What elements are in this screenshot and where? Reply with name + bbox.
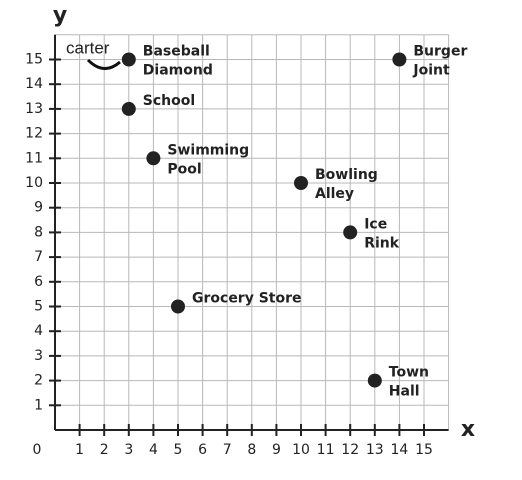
point-label: Diamond [143, 63, 213, 79]
point [171, 299, 185, 314]
y-tick-label: 1 [34, 397, 43, 413]
x-axis-label: x [461, 417, 475, 442]
point [121, 52, 136, 67]
y-tick-label: 13 [25, 101, 43, 117]
y-tick-label: 15 [25, 52, 43, 68]
y-tick-label: 5 [34, 299, 43, 315]
point [392, 52, 407, 67]
x-tick-label: 2 [100, 442, 109, 458]
point-label: Alley [315, 186, 354, 202]
y-tick-label: 14 [25, 76, 43, 92]
point-label: Rink [364, 235, 400, 251]
x-tick-label: 5 [174, 442, 183, 458]
point [121, 101, 136, 116]
point [146, 151, 161, 166]
y-tick-label: 4 [34, 323, 43, 339]
x-tick-label: 15 [415, 442, 433, 458]
y-tick-label: 8 [34, 224, 43, 240]
x-tick-label: 14 [390, 442, 408, 458]
x-tick-label: 1 [75, 442, 84, 458]
annotation-stroke [86, 58, 121, 70]
y-tick-label: 3 [34, 348, 43, 364]
x-tick-label: 11 [317, 442, 335, 458]
x-tick-label: 13 [366, 442, 384, 458]
x-tick-label: 10 [292, 442, 310, 458]
point-label: Swimming [167, 142, 249, 158]
x-tick-label: 9 [272, 442, 281, 458]
point [294, 176, 308, 190]
y-tick-label: 9 [34, 200, 43, 216]
point [343, 225, 358, 240]
x-tick-label: 7 [223, 442, 232, 458]
x-tick-label: 3 [124, 442, 133, 458]
point-label: Town [389, 365, 429, 381]
point [367, 373, 382, 388]
point-label: Baseball [143, 44, 210, 60]
x-tick-label: 6 [198, 442, 207, 458]
x-tick-label: 4 [149, 442, 158, 458]
y-tick-label: 12 [25, 126, 43, 142]
point-label: School [143, 93, 195, 109]
y-axis-label: y [53, 3, 67, 28]
point-label: Burger [413, 44, 467, 60]
y-tick-label: 10 [25, 175, 43, 191]
y-tick-label: 7 [34, 249, 43, 265]
point-label: Pool [167, 161, 201, 177]
y-tick-label: 11 [25, 150, 43, 166]
x-tick-label: 0 [33, 442, 42, 458]
annotation: carter [66, 38, 110, 57]
y-tick-label: 2 [34, 373, 43, 389]
x-tick-label: 8 [247, 442, 256, 458]
point-label: Grocery Store [192, 291, 302, 307]
x-tick-label: 12 [341, 442, 359, 458]
point-label: Hall [389, 384, 420, 400]
point-label: Joint [412, 63, 450, 79]
point-label: Ice [364, 216, 387, 232]
y-tick-label: 6 [34, 274, 43, 290]
point-label: Bowling [315, 167, 378, 183]
